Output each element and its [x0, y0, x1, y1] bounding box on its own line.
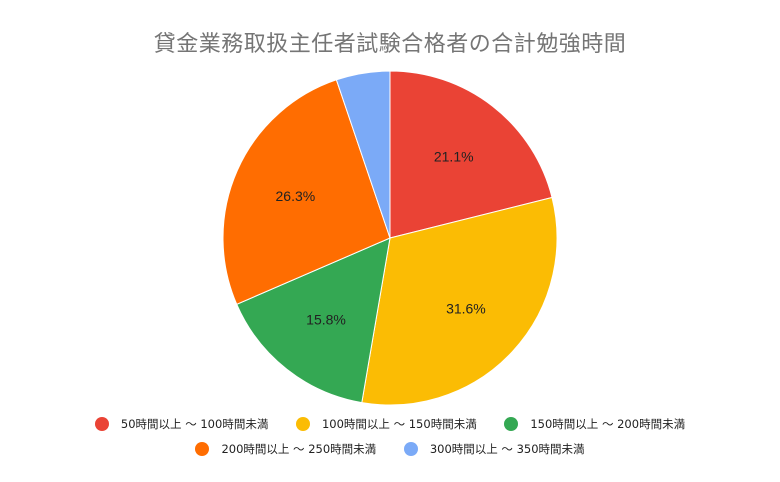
legend-dot-icon	[195, 442, 210, 456]
slice-label: 26.3%	[276, 188, 316, 204]
legend-item[interactable]: 100時間以上 ～ 150時間未満	[295, 416, 477, 432]
pie-slice[interactable]	[222, 79, 391, 305]
slice-label: 31.6%	[446, 300, 486, 316]
legend-item[interactable]: 150時間以上 ～ 200時間未満	[504, 416, 685, 432]
legend-item[interactable]: 50時間以上 ～ 100時間未満	[94, 416, 268, 432]
legend-dot-icon	[504, 417, 519, 431]
slice-label: 21.1%	[434, 148, 474, 164]
legend-row-2: 200時間以上 ～ 250時間未満 300時間以上 ～ 350時間未満	[0, 441, 780, 459]
pie-slice[interactable]	[236, 237, 391, 404]
legend-row-1: 50時間以上 ～ 100時間未満 100時間以上 ～ 150時間未満 150時間…	[0, 416, 780, 434]
legend-item[interactable]: 200時間以上 ～ 250時間未満	[195, 441, 376, 457]
legend-dot-icon	[94, 417, 109, 431]
pie-slice[interactable]	[389, 70, 553, 239]
pie-slice[interactable]	[335, 70, 391, 239]
pie-slice[interactable]	[361, 196, 558, 406]
chart-title: 貸金業務取扱主任者試験合格者の合計勉強時間	[153, 32, 627, 57]
legend-dot-icon	[295, 417, 310, 431]
legend-item[interactable]: 300時間以上 ～ 350時間未満	[403, 441, 585, 457]
pie-chart: 21.1% 31.6% 15.8% 26.3%	[222, 70, 558, 406]
legend-dot-icon	[403, 442, 418, 456]
slice-label: 15.8%	[306, 311, 346, 327]
